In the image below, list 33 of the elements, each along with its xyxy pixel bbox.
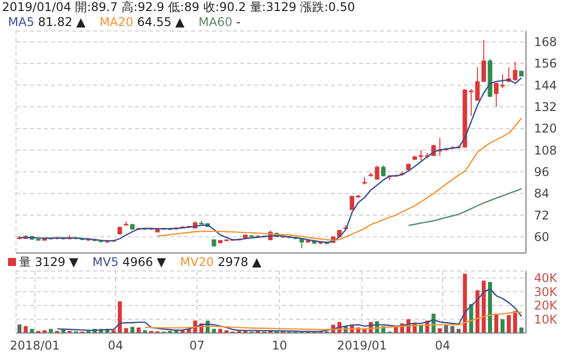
y-tick-label: 144 [534, 78, 557, 92]
y-tick-label: 120 [534, 122, 557, 136]
text: - [235, 15, 241, 29]
legend-label: 量 [19, 255, 31, 269]
y-tick-label: 84 [534, 186, 550, 201]
x-tick-label: 10 [272, 338, 288, 353]
y-tick-label: 10K [534, 312, 558, 326]
text: 3129 ▼ [34, 255, 78, 269]
y-tick-label: 30K [534, 284, 558, 299]
text: 4966 ▼ [121, 255, 166, 269]
x-tick-label: 04 [435, 338, 450, 353]
x-tick-label: 2018/01 [10, 338, 60, 353]
y-tick-label: 132 [534, 100, 557, 114]
text: MV5 [92, 255, 119, 269]
y-tick-label: 168 [534, 35, 557, 50]
text: 2978 ▲ [216, 255, 262, 269]
text: MA20 [99, 15, 134, 29]
y-tick-label: 96 [534, 165, 550, 180]
x-tick-label: 2019/01 [337, 338, 387, 353]
text: 81.82 ▲ [37, 15, 86, 29]
y-tick-label: 60 [534, 230, 550, 244]
y-tick-label: 108 [534, 143, 557, 158]
text: MA5 [8, 15, 34, 29]
text: 64.55 ▲ [136, 15, 185, 29]
y-tick-label: 20K [534, 298, 558, 313]
text: MA60 [198, 15, 232, 29]
x-tick-label: 07 [189, 338, 205, 353]
text: MV20 [180, 255, 214, 269]
chart-title: 2019/01/04 開:89.7 高:92.9 低:89 收:90.2 量:3129 漲跌:0.50 [2, 0, 356, 15]
y-tick-label: 40K [534, 271, 558, 286]
y-tick-label: 72 [534, 208, 550, 222]
x-tick-label: 04 [108, 338, 124, 353]
y-tick-label: 156 [534, 56, 557, 71]
